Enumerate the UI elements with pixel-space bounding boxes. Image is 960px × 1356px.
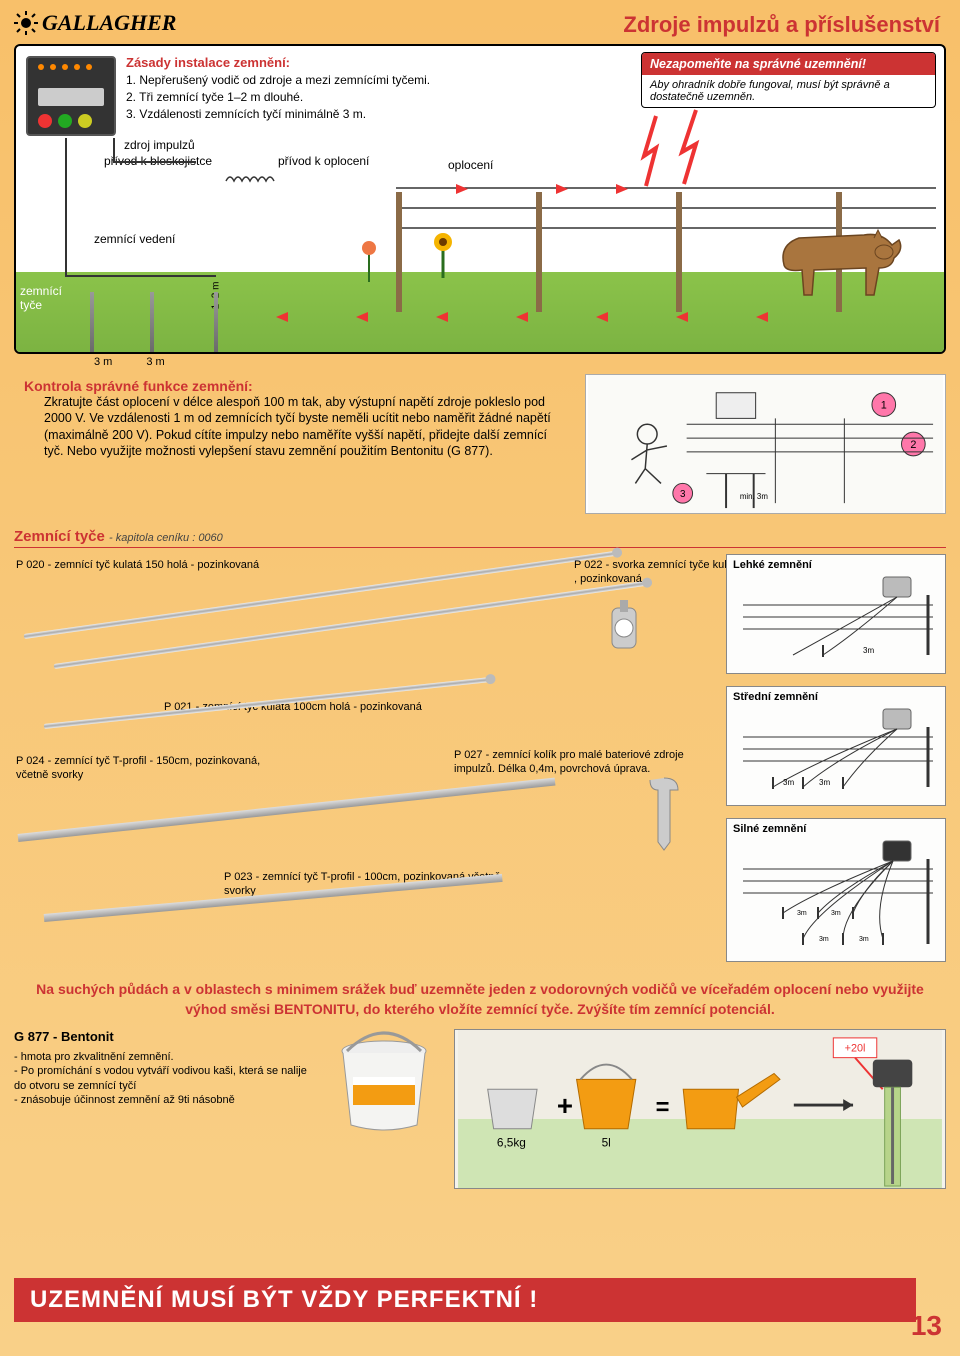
installation-diagram: Zásady instalace zemnění: 1. Nepřerušený… <box>14 44 946 354</box>
bentonit-line-3: - znásobuje účinnost zemnění až 9ti náso… <box>14 1093 314 1107</box>
bentonit-title: G 877 - Bentonit <box>14 1029 314 1046</box>
check-section: Kontrola správné funkce zemnění: Zkratuj… <box>14 374 946 514</box>
label-earth-stakes: zemnící tyče <box>20 284 80 312</box>
bentonit-line-1: - hmota pro zkvalitnění zemnění. <box>14 1050 314 1064</box>
products-area: P 020 - zemnící tyč kulatá 150 holá - po… <box>14 554 946 974</box>
small-peg-icon <box>634 772 694 852</box>
rule-2: 2. Tři zemnící tyče 1–2 m dlouhé. <box>126 89 430 106</box>
label-earth-lead: zemnící vedení <box>94 232 175 246</box>
check-diagram: 1 2 3 min. 3m <box>585 374 946 514</box>
warning-head: Nezapomeňte na správné uzemnění! <box>642 53 935 75</box>
sunflower-icon <box>426 228 460 278</box>
product-p024: P 024 - zemnící tyč T-profil - 150cm, po… <box>16 754 266 783</box>
svg-text:3m: 3m <box>797 910 807 917</box>
strong-earthing-title: Silné zemnění <box>733 823 939 835</box>
svg-text:3m: 3m <box>783 778 794 787</box>
svg-text:min. 3m: min. 3m <box>740 492 768 501</box>
svg-text:6,5kg: 6,5kg <box>497 1136 526 1150</box>
section-heading: Zemnící tyče - kapitola ceníku : 0060 <box>14 528 946 548</box>
energizer-device <box>26 56 116 136</box>
svg-text:1: 1 <box>881 400 887 412</box>
bentonit-bucket-icon <box>324 1029 444 1139</box>
rules-title: Zásady instalace zemnění: <box>126 54 430 72</box>
svg-text:2: 2 <box>910 439 916 451</box>
svg-text:=: = <box>656 1095 670 1121</box>
rule-1: 1. Nepřerušený vodič od zdroje a mezi ze… <box>126 72 430 89</box>
svg-text:3m: 3m <box>863 646 874 655</box>
svg-text:+20l: +20l <box>845 1043 866 1055</box>
rod-100 <box>44 677 492 729</box>
medium-earthing-title: Střední zemnění <box>733 691 939 703</box>
warning-body: Aby ohradník dobře fungoval, musí být sp… <box>642 75 935 107</box>
svg-text:3m: 3m <box>819 936 829 943</box>
distance-label-a: 3 m <box>94 356 112 368</box>
page-title: Zdroje impulzů a příslušenství <box>623 12 940 38</box>
check-body: Zkratujte část oplocení v délce alespoň … <box>24 394 569 459</box>
flower-icon <box>356 238 382 282</box>
warning-callout: Nezapomeňte na správné uzemnění! Aby ohr… <box>641 52 936 108</box>
strong-earthing-panel: Silné zemnění <box>726 818 946 962</box>
svg-text:3m: 3m <box>859 936 869 943</box>
catalog-page: GALLAGHER Zdroje impulzů a příslušenství <box>0 0 960 1356</box>
product-p022: P 022 - svorka zemnící tyče kulaté , poz… <box>574 558 744 587</box>
section-subtitle: - kapitola ceníku : 0060 <box>109 532 223 544</box>
cow-icon <box>774 210 904 300</box>
rule-3: 3. Vzdálenosti zemnících tyčí minimálně … <box>126 106 430 123</box>
label-fence-lead: přívod k oplocení <box>278 154 369 168</box>
light-earthing-panel: Lehké zemnění 3m <box>726 554 946 674</box>
svg-text:3: 3 <box>680 489 686 500</box>
label-fence: oplocení <box>448 158 493 172</box>
section-title: Zemnící tyče <box>14 528 105 545</box>
bentonit-section: G 877 - Bentonit - hmota pro zkvalitnění… <box>14 1029 946 1189</box>
svg-text:+: + <box>557 1090 573 1121</box>
tprofile-150 <box>18 778 556 842</box>
clamp-icon <box>594 598 654 658</box>
advice-paragraph: Na suchých půdách a v oblastech s minime… <box>14 980 946 1019</box>
rules-list: Zásady instalace zemnění: 1. Nepřerušený… <box>126 54 430 123</box>
bentonit-line-2: - Po promíchání s vodou vytváří vodivou … <box>14 1064 314 1093</box>
distance-label-b: 3 m <box>146 356 164 368</box>
product-p020: P 020 - zemnící tyč kulatá 150 holá - po… <box>16 558 259 572</box>
label-source: zdroj impulzů <box>124 138 195 152</box>
bentonit-mix-diagram: 6,5kg + 5l = +20l <box>454 1029 946 1189</box>
page-number: 13 <box>911 1310 942 1342</box>
svg-text:5l: 5l <box>602 1136 611 1150</box>
label-lightning: přívod k bleskojistce <box>104 154 212 168</box>
medium-earthing-panel: Střední zemnění 3m 3m <box>726 686 946 806</box>
footer-banner: UZEMNĚNÍ MUSÍ BÝT VŽDY PERFEKTNÍ ! <box>14 1278 916 1322</box>
light-earthing-title: Lehké zemnění <box>733 559 939 571</box>
check-title: Kontrola správné funkce zemnění: <box>24 378 569 394</box>
brand-text: GALLAGHER <box>42 10 176 36</box>
svg-text:3m: 3m <box>819 778 830 787</box>
sun-icon <box>14 11 38 35</box>
rod-150b <box>54 581 649 669</box>
svg-text:3m: 3m <box>831 910 841 917</box>
